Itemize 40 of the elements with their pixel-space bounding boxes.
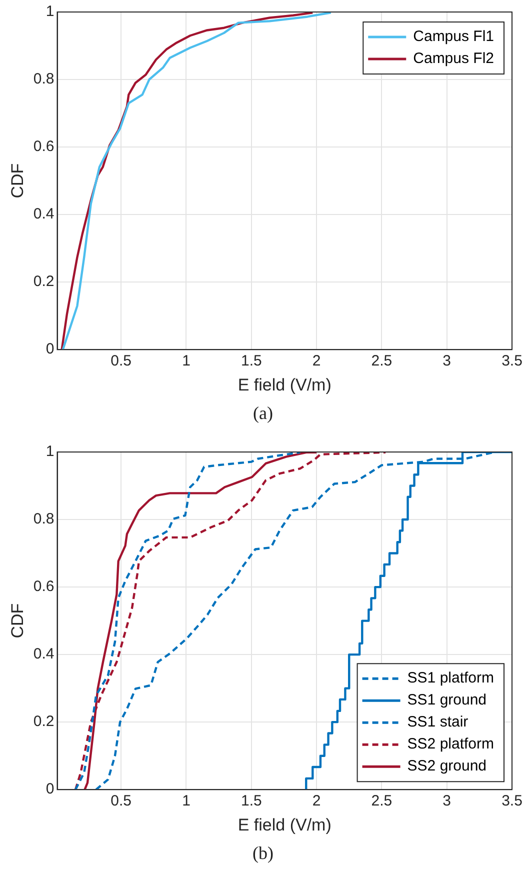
x-tick-label: 3.5 (502, 792, 522, 810)
x-tick-label: 0.5 (110, 792, 132, 810)
x-tick-label: 2.5 (371, 352, 392, 370)
y-tick-label: 0.2 (33, 713, 54, 730)
y-tick-label: 0.2 (33, 273, 54, 290)
legend-label: SS2 platform (407, 736, 494, 753)
legend-label: Campus Fl1 (413, 28, 494, 46)
y-tick-label: 0.4 (33, 206, 54, 223)
x-tick-label: 0.5 (110, 352, 132, 370)
x-tick-label: 2.5 (371, 792, 392, 810)
legend-label: SS2 ground (407, 758, 487, 775)
x-tick-label: 3 (442, 792, 452, 810)
y-tick-label: 0.8 (33, 70, 54, 88)
x-tick-label: 1.5 (240, 792, 262, 810)
x-tick-label: 1 (182, 352, 190, 370)
text: (a) (252, 402, 274, 425)
y-tick-label: 0.8 (33, 510, 54, 528)
y-tick-label: 0.6 (33, 138, 54, 156)
y-tick-label: 0 (46, 780, 54, 798)
x-tick-label: 1 (182, 792, 190, 810)
y-tick-label: 1 (46, 3, 54, 20)
x-tick-label: 3 (442, 352, 452, 370)
x-tick-label: 2 (312, 352, 321, 370)
legend-label: SS1 ground (407, 692, 487, 709)
y-tick-label: 1 (46, 443, 54, 460)
line-series (74, 452, 387, 790)
y-tick-label: 0.4 (33, 646, 54, 663)
y-axis-title: CDF (8, 603, 27, 638)
legend-label: Campus Fl2 (413, 50, 494, 68)
y-tick-label: 0.6 (33, 578, 54, 596)
x-axis-title: E field (V/m) (238, 375, 332, 394)
x-axis-title: E field (V/m) (238, 815, 332, 834)
x-tick-label: 3.5 (502, 352, 522, 370)
legend-label: SS1 platform (407, 670, 494, 687)
y-axis-title: CDF (8, 163, 27, 198)
y-tick-label: 0 (46, 340, 54, 358)
text: (b) (252, 842, 274, 865)
x-tick-label: 1.5 (240, 352, 262, 370)
x-tick-label: 2 (312, 792, 321, 810)
legend-label: SS1 stair (407, 714, 468, 731)
